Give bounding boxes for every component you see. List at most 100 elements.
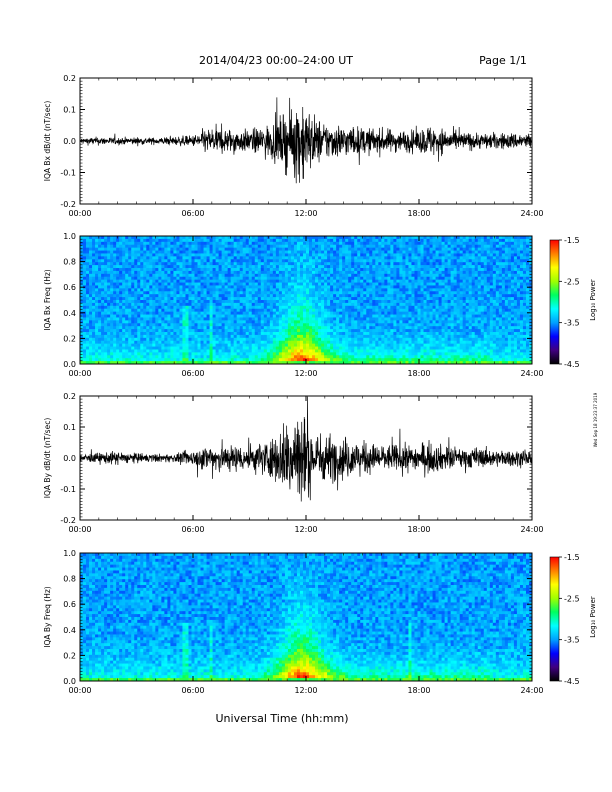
spectrogram-cell [251, 323, 256, 327]
spectrogram-cell [194, 268, 198, 272]
spectrogram-cell [387, 291, 391, 295]
spectrogram-cell [393, 276, 397, 281]
spectrogram-cell [257, 244, 262, 249]
spectrogram-cell [188, 334, 192, 339]
spectrogram-cell [324, 268, 328, 272]
spectrogram-cell [384, 244, 388, 249]
spectrogram-cell [89, 320, 93, 324]
spectrogram-cell [299, 279, 304, 283]
spectrogram-cell [287, 294, 292, 298]
spectrogram-cell [83, 297, 87, 301]
spectrogram-cell [188, 349, 192, 353]
spectrogram-cell [306, 273, 310, 278]
spectrogram-cell [390, 340, 394, 345]
spectrogram-cell [357, 236, 361, 240]
spectrogram-cell [366, 355, 370, 359]
spectrogram-cell [342, 317, 346, 321]
spectrogram-cell [336, 250, 340, 254]
spectrogram-cell [402, 343, 406, 347]
spectrogram-cell [260, 337, 265, 342]
spectrogram-cell [83, 308, 87, 313]
spectrogram-cell [245, 340, 250, 345]
spectrogram-cell [363, 355, 367, 359]
spectrogram-cell [221, 317, 226, 321]
spectrogram-cell [92, 291, 96, 295]
spectrogram-cell [327, 334, 331, 339]
spectrogram-cell [402, 358, 406, 362]
spectrogram-cell [257, 326, 262, 330]
spectrogram-cell [327, 337, 331, 342]
spectrogram-cell [170, 323, 174, 327]
spectrogram-cell [134, 320, 138, 324]
spectrogram-cell [164, 346, 168, 350]
spectrogram-cell [372, 308, 376, 313]
spectrogram-cell [155, 270, 159, 275]
spectrogram-cell [245, 241, 250, 246]
spectrogram-cell [375, 361, 379, 364]
spectrogram-cell [146, 355, 150, 359]
spectrogram-cell [143, 250, 147, 254]
spectrogram-cell [230, 355, 235, 359]
spectrogram-cell [293, 247, 298, 251]
spectrogram-cell [396, 329, 400, 333]
spectrogram-cell [275, 308, 280, 313]
spectrogram-cell [209, 256, 213, 260]
spectrogram-cell [402, 302, 406, 307]
spectrogram-cell [89, 238, 93, 243]
spectrogram-cell [296, 259, 301, 263]
spectrogram-cell [387, 241, 391, 246]
spectrogram-cell [143, 302, 147, 307]
spectrogram-cell [131, 352, 135, 356]
spectrogram-cell [336, 349, 340, 353]
spectrogram-cell [399, 355, 403, 359]
spectrogram-cell [345, 308, 349, 313]
spectrogram-cell [309, 355, 313, 359]
spectrogram-cell [113, 250, 117, 254]
spectrogram-cell [324, 279, 328, 283]
spectrogram-cell [203, 259, 207, 263]
spectrogram-cell [369, 282, 373, 286]
spectrogram-cell [80, 326, 84, 330]
spectrogram-cell [405, 326, 409, 330]
spectrogram-cell [309, 300, 313, 304]
spectrogram-cell [116, 241, 120, 246]
spectrogram-cell [140, 361, 144, 364]
spectrogram-cell [245, 326, 250, 330]
spectrogram-cell [387, 244, 391, 249]
spectrogram-cell [345, 300, 349, 304]
spectrogram-cell [191, 265, 195, 269]
spectrogram-cell [155, 238, 159, 243]
spectrogram-cell [197, 253, 201, 257]
spectrogram-cell [158, 305, 162, 310]
spectrogram-cell [113, 311, 117, 315]
spectrogram-cell [306, 291, 310, 295]
spectrogram-cell [402, 244, 406, 249]
spectrogram-cell [254, 294, 259, 298]
spectrogram-cell [345, 294, 349, 298]
spectrogram-cell [309, 314, 313, 318]
spectrogram-cell [212, 250, 216, 254]
spectrogram-cell [242, 241, 247, 246]
spectrogram-cell [333, 337, 337, 342]
spectrogram-cell [242, 282, 247, 286]
spectrogram-cell [200, 238, 204, 243]
spectrogram-cell [122, 270, 126, 275]
spectrogram-cell [330, 268, 334, 272]
spectrogram-cell [342, 238, 346, 243]
spectrogram-cell [281, 297, 286, 301]
spectrogram-cell [224, 259, 229, 263]
spectrogram-cell [405, 361, 409, 364]
spectrogram-cell [80, 241, 84, 246]
spectrogram-cell [245, 276, 250, 281]
spectrogram-cell [131, 282, 135, 286]
spectrogram-cell [396, 300, 400, 304]
spectrogram-cell [275, 291, 280, 295]
spectrogram-cell [275, 273, 280, 278]
spectrogram-cell [197, 305, 201, 310]
spectrogram-cell [275, 236, 280, 240]
spectrogram-cell [302, 256, 307, 260]
spectrogram-cell [95, 282, 99, 286]
spectrogram-cell [221, 279, 226, 283]
spectrogram-cell [251, 329, 256, 333]
spectrogram-cell [293, 302, 298, 307]
